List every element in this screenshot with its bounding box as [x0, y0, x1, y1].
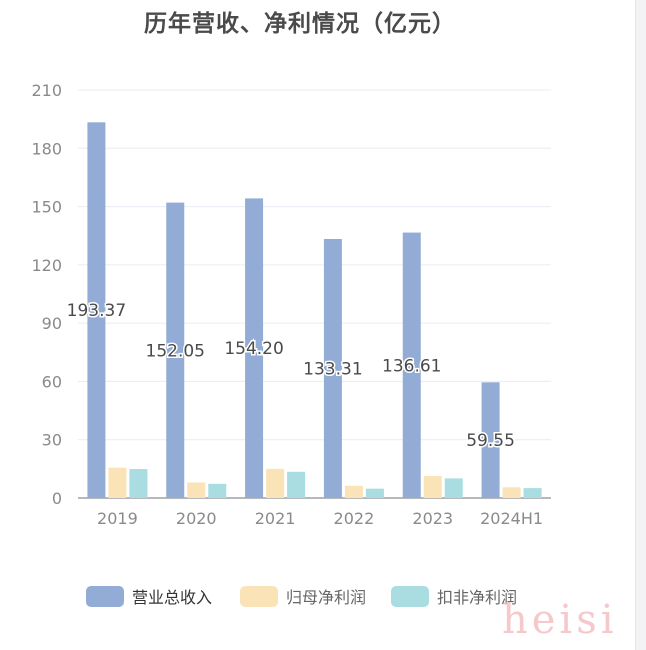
x-tick-label: 2022 — [334, 509, 375, 528]
bar-2 — [502, 487, 521, 498]
y-tick-label: 150 — [31, 198, 62, 217]
bar-1 — [245, 198, 264, 498]
bar-3 — [444, 478, 463, 498]
bar-1 — [323, 238, 342, 498]
x-tick-label: 2023 — [412, 509, 453, 528]
data-label: 152.05 — [146, 341, 205, 361]
y-tick-label: 180 — [31, 139, 62, 158]
data-label: 133.31 — [303, 359, 362, 379]
data-label: 193.37 — [67, 301, 126, 321]
y-tick-label: 0 — [52, 489, 62, 508]
x-tick-label: 2021 — [255, 509, 296, 528]
data-label: 154.20 — [224, 339, 283, 359]
bar-2 — [108, 467, 127, 498]
x-tick-label: 2019 — [97, 509, 138, 528]
data-label: 136.61 — [382, 356, 441, 376]
bar-3 — [365, 488, 384, 498]
y-tick-label: 60 — [42, 372, 62, 391]
chart-title: 历年营收、净利情况（亿元） — [144, 11, 456, 37]
legend-swatch — [86, 586, 124, 607]
page-edge — [636, 0, 646, 650]
data-label: 59.55 — [466, 431, 515, 451]
legend-label: 营业总收入 — [132, 588, 212, 607]
legend-label: 扣非净利润 — [437, 588, 517, 607]
y-tick-label: 210 — [31, 81, 62, 100]
bar-3 — [208, 483, 227, 498]
bar-2 — [266, 468, 285, 498]
y-tick-label: 120 — [31, 256, 62, 275]
bar-2 — [423, 476, 442, 498]
y-tick-label: 30 — [42, 431, 62, 450]
bar-1 — [481, 382, 500, 498]
watermark: heisi — [502, 597, 618, 643]
bar-3 — [129, 469, 148, 498]
bar-1 — [87, 122, 106, 498]
legend-swatch — [240, 586, 278, 607]
bar-3 — [523, 488, 542, 498]
x-tick-label: 2024H1 — [480, 509, 543, 528]
page-edge-line — [635, 0, 636, 650]
bar-1 — [166, 202, 185, 499]
bar-3 — [287, 471, 306, 498]
bar-1 — [402, 232, 421, 498]
legend-label: 归母净利润 — [286, 588, 366, 607]
bar-2 — [187, 482, 206, 498]
bar-2 — [344, 485, 363, 498]
x-tick-label: 2020 — [176, 509, 217, 528]
legend-swatch — [391, 586, 429, 607]
y-tick-label: 90 — [42, 314, 62, 333]
